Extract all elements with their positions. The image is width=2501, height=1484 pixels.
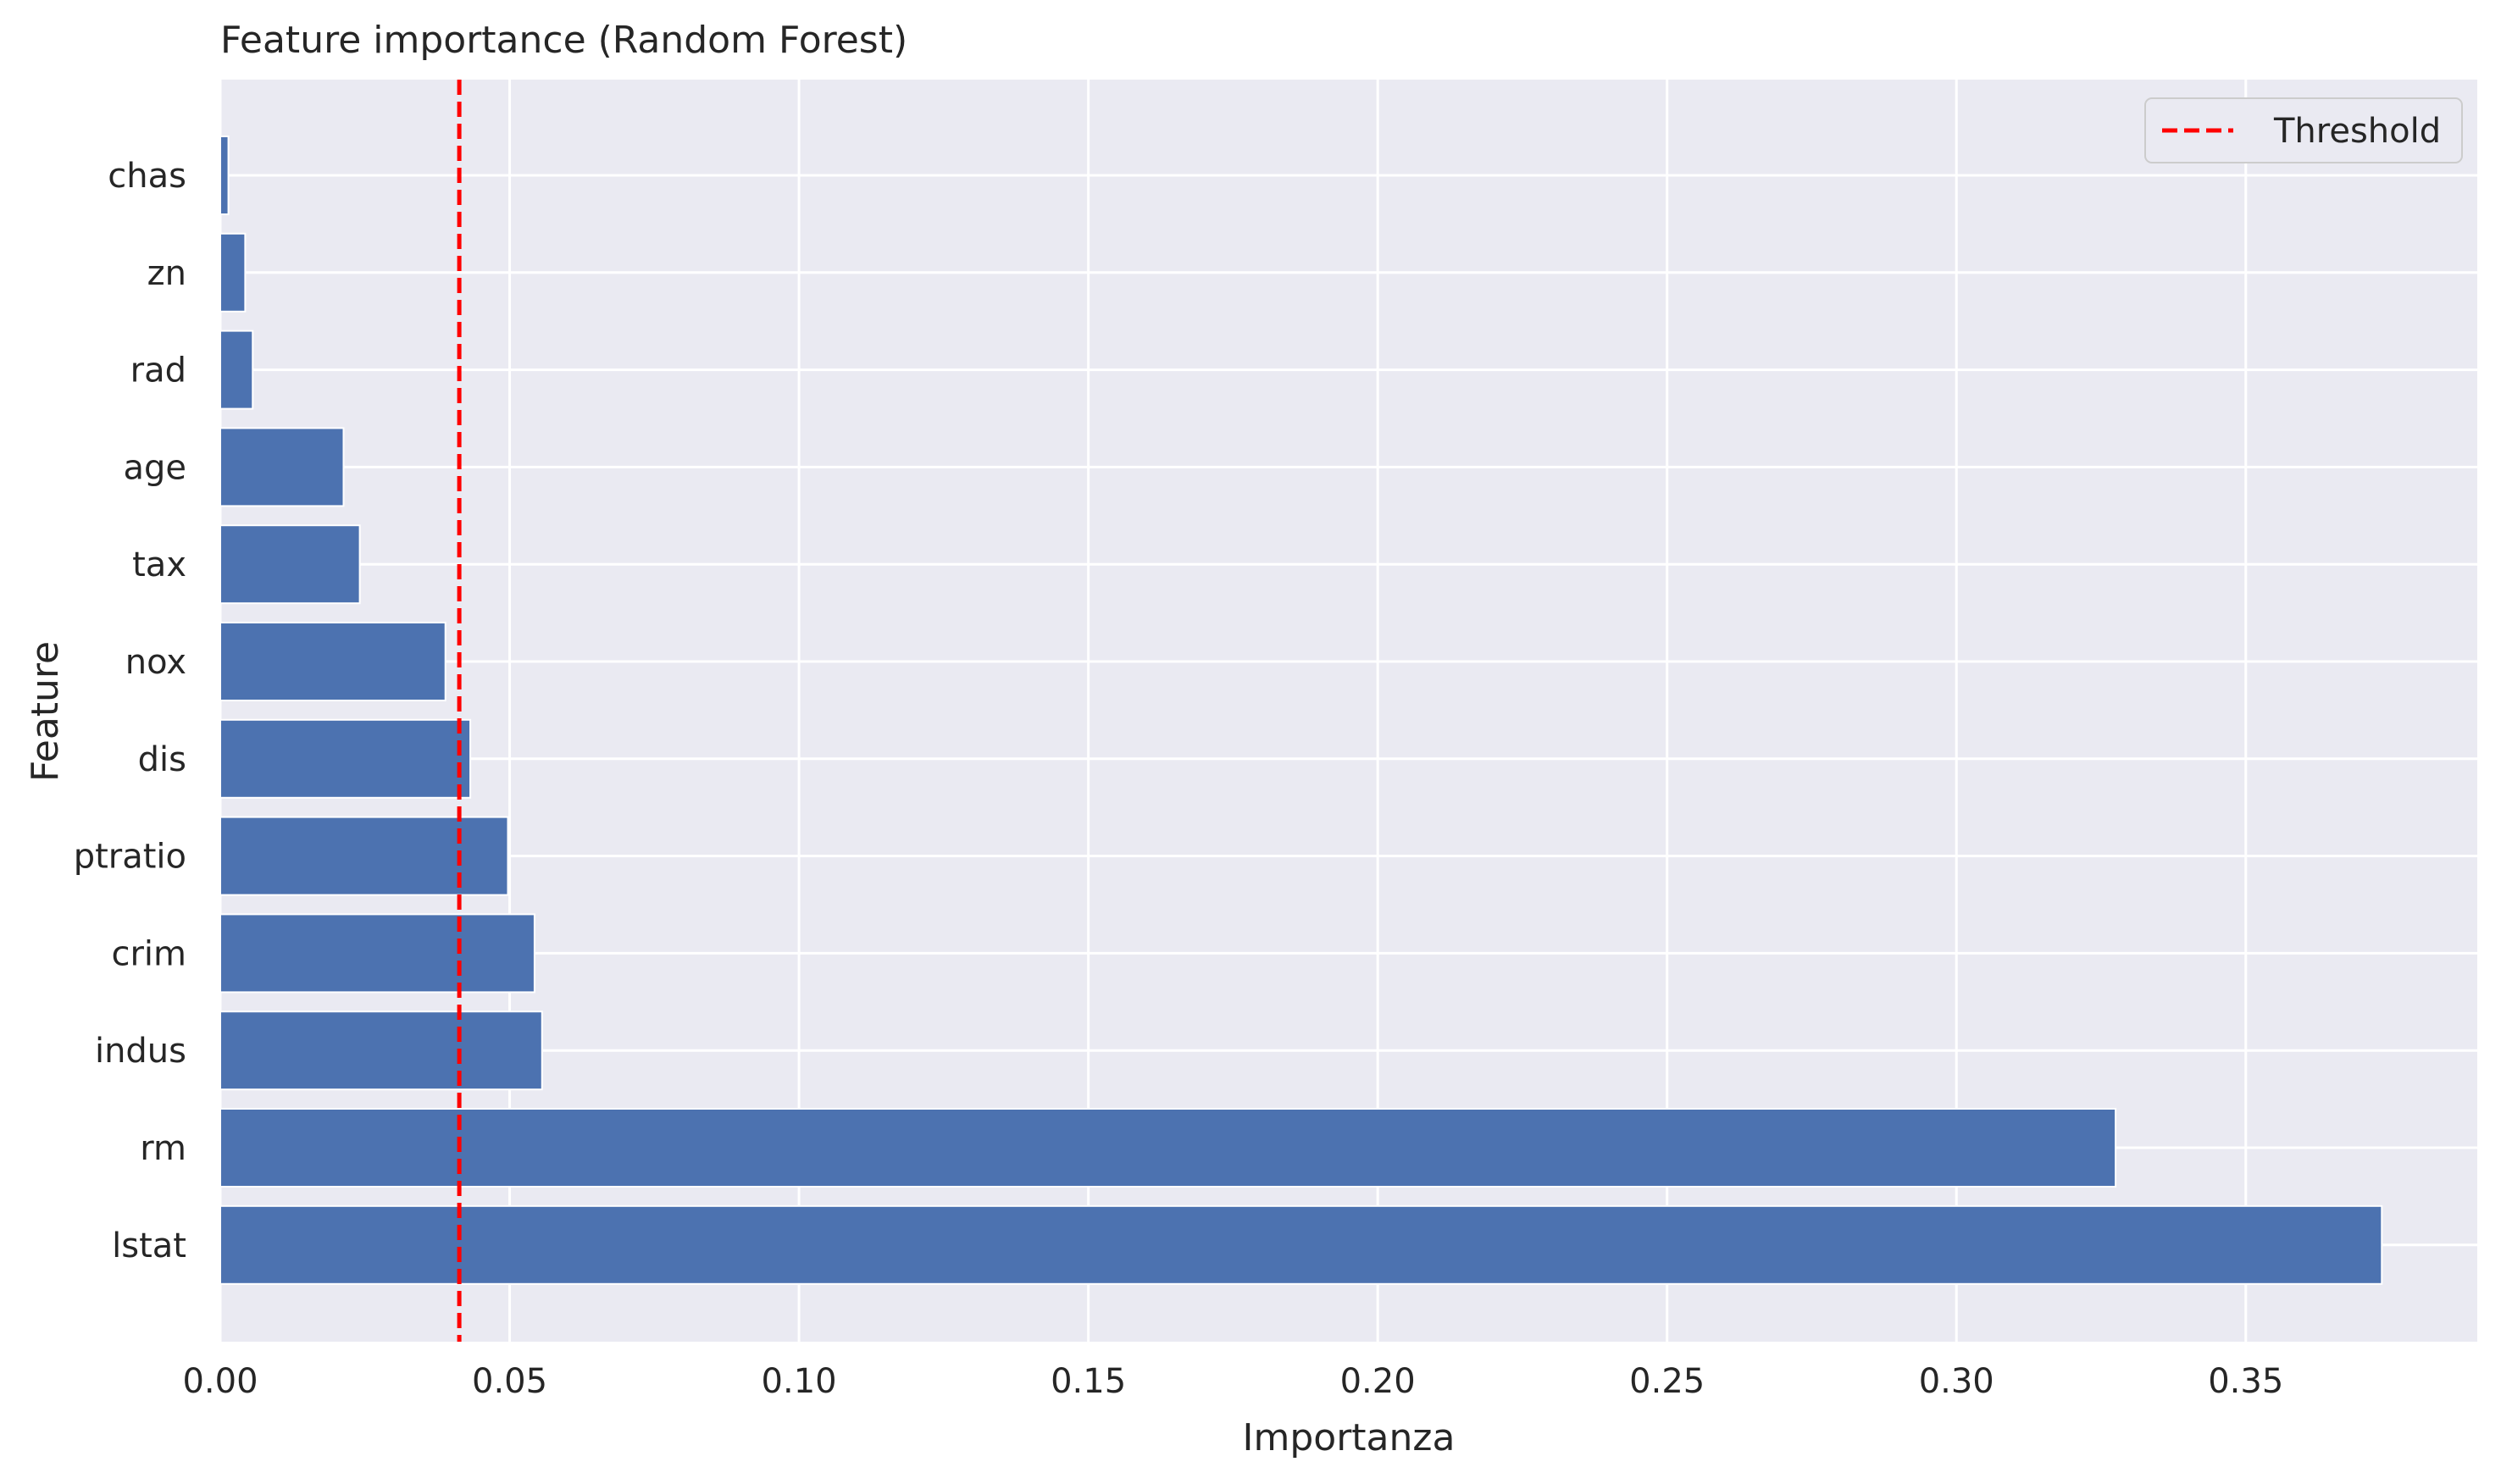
bar-age (219, 427, 345, 507)
x-tick-label: 0.05 (472, 1362, 547, 1401)
legend-box (2144, 97, 2463, 163)
bar-rad (219, 329, 254, 410)
x-axis-label: Importanza (1243, 1416, 1456, 1459)
y-tick-label: rad (130, 352, 186, 390)
legend: Threshold (2144, 97, 2463, 163)
x-tick-label: 0.25 (1629, 1362, 1705, 1401)
y-tick-label: ptratio (74, 838, 186, 877)
bar-dis (219, 718, 472, 799)
y-tick-label: age (123, 448, 186, 487)
bar-tax (219, 524, 361, 605)
x-tick-label: 0.35 (2208, 1362, 2283, 1401)
y-tick-label: indus (95, 1032, 186, 1071)
y-tick-labels: chas zn rad age tax nox dis ptratio crim indus rm l… (74, 157, 186, 1265)
y-tick-label: chas (108, 157, 186, 196)
y-axis-label: Feature (24, 641, 67, 782)
bar-zn (219, 232, 247, 313)
bar-rm (219, 1108, 2117, 1188)
bar-ptratio (219, 816, 509, 896)
x-tick-label: 0.10 (762, 1362, 837, 1401)
y-tick-label: crim (111, 934, 186, 973)
x-tick-label: 0.15 (1051, 1362, 1126, 1401)
bar-nox (219, 622, 446, 701)
bar-crim (219, 913, 535, 994)
x-tick-label: 0.00 (182, 1362, 258, 1401)
bar-indus (219, 1011, 543, 1091)
x-tick-labels: 0.00 0.05 0.10 0.15 0.20 0.25 0.30 0.35 (182, 1362, 2283, 1401)
x-tick-label: 0.20 (1340, 1362, 1416, 1401)
x-tick-label: 0.30 (1919, 1362, 1994, 1401)
legend-label: Threshold (2273, 112, 2441, 151)
bars (219, 136, 2383, 1285)
chart-title: Feature importance (Random Forest) (220, 19, 907, 62)
bar-chas (219, 136, 230, 215)
y-tick-label: dis (138, 740, 186, 779)
y-tick-label: nox (125, 643, 186, 682)
bar-lstat (219, 1204, 2383, 1285)
y-tick-label: rm (140, 1129, 186, 1168)
y-tick-label: lstat (112, 1227, 186, 1265)
y-tick-label: tax (132, 545, 186, 584)
y-tick-label: zn (147, 254, 186, 293)
